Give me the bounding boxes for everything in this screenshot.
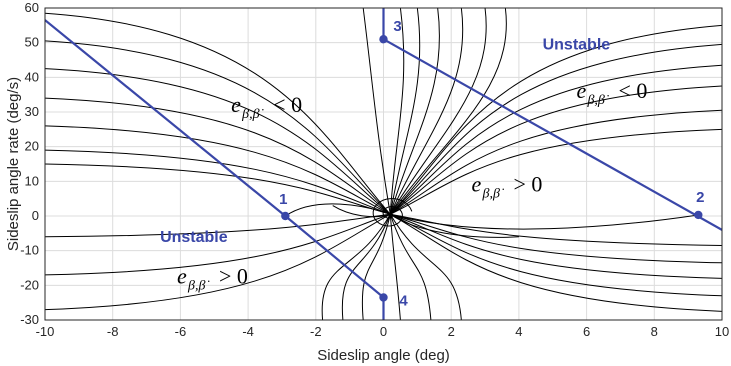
trajectory-top xyxy=(389,8,464,215)
trajectory-left xyxy=(45,12,391,215)
math-base: e xyxy=(472,172,482,197)
math-subscript: β,β̇ xyxy=(482,187,504,202)
key-point-2-label: 2 xyxy=(696,189,704,206)
y-tick-labels: -30 -20 -10 0 10 20 30 40 50 60 xyxy=(20,0,39,327)
x-tick-label: 2 xyxy=(448,324,455,339)
y-tick-label: -10 xyxy=(20,243,39,258)
y-tick-label: 40 xyxy=(25,69,39,84)
x-tick-label: 0 xyxy=(380,324,387,339)
math-relation: > 0 xyxy=(514,172,543,197)
y-tick-label: 20 xyxy=(25,139,39,154)
y-axis-label: Sideslip angle rate (deg/s) xyxy=(5,77,22,251)
math-relation: < 0 xyxy=(273,92,302,117)
trajectory-left xyxy=(45,97,391,215)
trajectory-right xyxy=(390,213,722,264)
trajectory-right xyxy=(389,24,722,215)
math-base: e xyxy=(177,264,187,289)
key-point-4-marker xyxy=(379,293,388,302)
math-base: e xyxy=(576,78,586,103)
trajectory-top xyxy=(389,8,487,215)
x-tick-label: -8 xyxy=(107,324,119,339)
y-tick-label: -20 xyxy=(20,277,39,292)
y-tick-label: 0 xyxy=(32,208,39,223)
trajectory-right xyxy=(389,43,722,215)
math-base: e xyxy=(231,92,241,117)
x-tick-label: -10 xyxy=(36,324,55,339)
x-axis-label: Sideslip angle (deg) xyxy=(317,347,450,364)
math-subscript: β,β̇ xyxy=(187,279,209,294)
e-pos-left-annotation: e β,β̇ > 0 xyxy=(177,264,248,294)
trajectory-right xyxy=(390,128,722,215)
trajectory-left xyxy=(45,213,391,311)
y-tick-label: 30 xyxy=(25,104,39,119)
math-relation: > 0 xyxy=(219,264,248,289)
unstable-left-label: Unstable xyxy=(160,229,228,246)
trajectory-right xyxy=(390,213,722,246)
x-tick-label: 10 xyxy=(715,324,729,339)
e-neg-center-annotation: e β,β̇ < 0 xyxy=(231,92,302,122)
boundary-right xyxy=(382,38,722,231)
trajectory-bottom xyxy=(321,214,391,320)
math-relation: < 0 xyxy=(618,78,647,103)
y-tick-label: 60 xyxy=(25,0,39,15)
x-tick-label: 4 xyxy=(515,324,522,339)
trajectory-left xyxy=(45,40,391,215)
plot-content xyxy=(45,8,722,320)
key-point-4-label: 4 xyxy=(399,292,408,309)
x-tick-label: -4 xyxy=(242,324,254,339)
key-point-3-marker xyxy=(379,35,388,44)
equilibrium-spiral xyxy=(372,198,413,227)
spiral-trajectory xyxy=(285,203,391,217)
y-tick-label: 10 xyxy=(25,173,39,188)
trajectory-right xyxy=(390,213,722,279)
plot-frame xyxy=(44,7,723,321)
trajectory-bottom xyxy=(389,214,401,320)
trajectory-left xyxy=(45,149,391,215)
spiral-trajectory xyxy=(390,213,699,230)
math-subscript: β,β̇ xyxy=(241,107,263,122)
trajectory-bottom xyxy=(361,214,391,320)
trajectory-top xyxy=(389,8,507,215)
trajectory-left xyxy=(45,213,391,276)
math-subscript: β,β̇ xyxy=(586,93,608,108)
x-tick-label: 8 xyxy=(651,324,658,339)
trajectory-top xyxy=(362,8,391,215)
e-pos-center-annotation: e β,β̇ > 0 xyxy=(472,172,543,202)
x-tick-labels: -10 -8 -6 -4 -2 0 2 4 6 8 10 xyxy=(36,324,730,339)
trajectories xyxy=(45,8,722,320)
trajectory-right xyxy=(390,213,722,297)
trajectory-left xyxy=(45,125,391,215)
key-point-1-label: 1 xyxy=(279,191,287,208)
spiral-trajectory xyxy=(389,213,519,238)
trajectory-left xyxy=(45,163,391,215)
x-tick-label: -2 xyxy=(310,324,322,339)
trajectory-bottom xyxy=(389,214,462,320)
trajectory-bottom xyxy=(389,214,432,320)
trajectory-left xyxy=(45,68,391,215)
key-point-3-label: 3 xyxy=(393,18,401,35)
x-tick-label: -6 xyxy=(175,324,187,339)
trajectory-top xyxy=(389,8,405,215)
trajectory-right xyxy=(390,213,722,312)
key-points: 1 2 3 4 xyxy=(279,18,704,309)
trajectory-right xyxy=(390,109,722,215)
x-tick-label: 6 xyxy=(583,324,590,339)
trajectory-bottom xyxy=(341,214,391,320)
trajectory-top xyxy=(389,8,440,215)
trajectory-right xyxy=(389,64,722,215)
unstable-right-label: Unstable xyxy=(543,37,611,54)
trajectory-top xyxy=(389,8,421,215)
trajectory-left xyxy=(45,213,391,238)
trajectory-right xyxy=(389,85,722,215)
key-point-2-marker xyxy=(694,210,703,220)
e-neg-right-annotation: e β,β̇ < 0 xyxy=(576,78,647,108)
key-point-1-marker xyxy=(281,211,290,221)
y-tick-label: -30 xyxy=(20,312,39,327)
y-tick-label: 50 xyxy=(25,35,39,50)
spiral-trajectory xyxy=(332,205,391,218)
